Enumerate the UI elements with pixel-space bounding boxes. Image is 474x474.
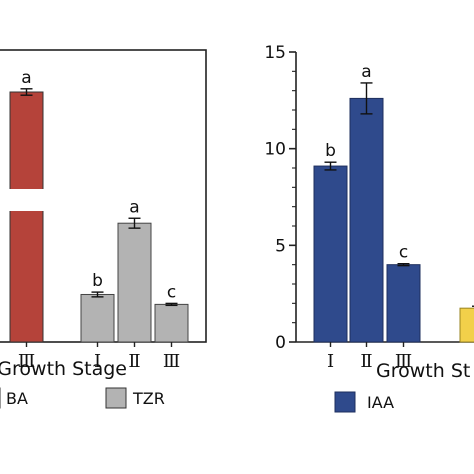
bar-partial-yellow: [459, 307, 474, 343]
x-tick-label-right-0: Ⅰ: [327, 351, 334, 372]
bar-iaa-1: [313, 165, 348, 343]
sig-letter-tzr-2: a: [129, 197, 139, 217]
bar-tzr-2: [117, 222, 152, 343]
axis-break-gap: [0, 189, 46, 211]
legend-label-iaa: IAA: [367, 393, 394, 412]
sig-letter-iaa-3: c: [399, 243, 408, 263]
sig-letter-tzr-1: b: [92, 271, 103, 291]
x-tick-label-left-1: Ⅰ: [94, 351, 101, 372]
x-tick-label-right-2: Ⅲ: [395, 351, 412, 372]
x-axis-title-right: Growth St: [376, 360, 470, 382]
legend-swatch-tzr: [105, 387, 127, 409]
legend-label-tzr: TZR: [132, 389, 165, 408]
bar-iaa-2: [349, 97, 384, 343]
y-tick-label-0: 0: [275, 333, 286, 353]
x-tick-label-left-2: Ⅱ: [128, 351, 140, 372]
legend-label-ba: BA: [6, 389, 28, 408]
x-tick-label-right-1: Ⅱ: [360, 351, 372, 372]
bar-tzr-3: [154, 303, 189, 343]
x-tick-label-left-3: Ⅲ: [163, 351, 180, 372]
bar-ba-3: [9, 91, 44, 343]
sig-letter-iaa-2: a: [361, 62, 371, 82]
x-tick-label-left-0: Ⅲ: [18, 351, 35, 372]
sig-letter-tzr-3: c: [167, 282, 176, 302]
bar-iaa-3: [386, 264, 421, 343]
legend-swatch-iaa: [334, 391, 356, 413]
y-tick-label-3: 15: [264, 43, 286, 63]
sig-letter-iaa-1: b: [325, 141, 336, 161]
x-axis-title-left: Growth Stage: [0, 358, 127, 380]
y-tick-label-2: 10: [264, 140, 286, 160]
y-tick-label-1: 5: [275, 236, 286, 256]
bar-tzr-1: [80, 293, 115, 343]
sig-letter-ba-3: a: [21, 68, 31, 88]
